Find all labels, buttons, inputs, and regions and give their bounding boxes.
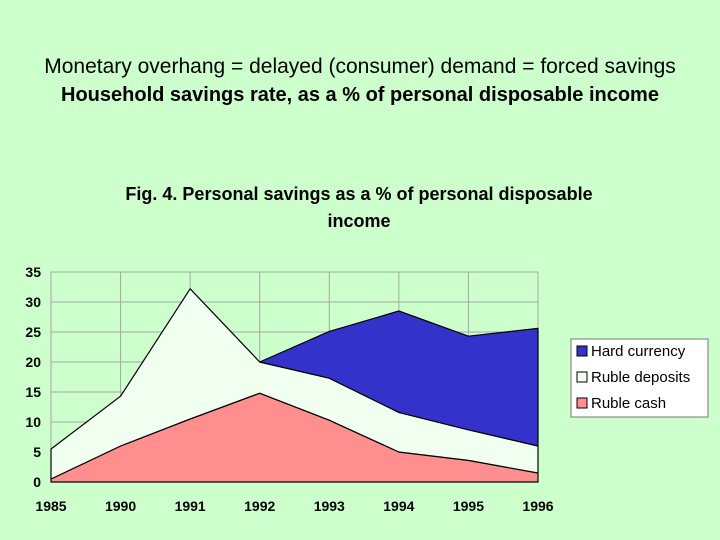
y-tick-label: 0 bbox=[33, 474, 41, 490]
legend-swatch-hard-currency bbox=[576, 345, 588, 357]
y-tick-label: 25 bbox=[25, 324, 41, 340]
chart-areas bbox=[50, 288, 539, 483]
legend-label-ruble-cash: Ruble cash bbox=[591, 395, 666, 412]
area-hard-currency bbox=[259, 310, 539, 447]
chart-title: Fig. 4. Personal savings as a % of perso… bbox=[125, 184, 592, 231]
chart-title-line: income bbox=[327, 211, 390, 231]
x-tick-label: 1991 bbox=[175, 498, 206, 514]
legend-box bbox=[570, 338, 709, 418]
x-tick-label: 1995 bbox=[453, 498, 484, 514]
legend-swatch-ruble-deposits bbox=[576, 371, 588, 383]
chart-axes: 0 5 10 15 20 25 30 35 1985 1990 1991 1992 1993 1994 19… bbox=[25, 264, 553, 514]
y-tick-label: 5 bbox=[33, 444, 41, 460]
slide-subtitle: Household savings rate, as a % of person… bbox=[61, 84, 659, 106]
x-tick-label: 1985 bbox=[35, 498, 66, 514]
x-tick-label: 1993 bbox=[314, 498, 345, 514]
x-tick-label: 1994 bbox=[383, 498, 414, 514]
y-tick-label: 10 bbox=[25, 414, 41, 430]
y-tick-label: 20 bbox=[25, 354, 41, 370]
y-tick-label: 15 bbox=[25, 384, 41, 400]
x-tick-label: 1996 bbox=[522, 498, 553, 514]
x-tick-label: 1990 bbox=[105, 498, 136, 514]
area-ruble-deposits bbox=[50, 288, 539, 480]
legend-swatch-ruble-cash bbox=[576, 397, 588, 409]
chart-title-line: Fig. 4. Personal savings as a % of perso… bbox=[125, 184, 592, 204]
y-tick-label: 35 bbox=[25, 264, 41, 280]
y-tick-label: 30 bbox=[25, 294, 41, 310]
chart-legend: Hard currency Ruble deposits Ruble cash bbox=[570, 338, 709, 418]
legend-label-hard-currency: Hard currency bbox=[591, 343, 686, 360]
x-tick-label: 1992 bbox=[244, 498, 275, 514]
slide-title: Monetary overhang = delayed (consumer) d… bbox=[44, 55, 676, 78]
legend-label-ruble-deposits: Ruble deposits bbox=[591, 369, 690, 386]
